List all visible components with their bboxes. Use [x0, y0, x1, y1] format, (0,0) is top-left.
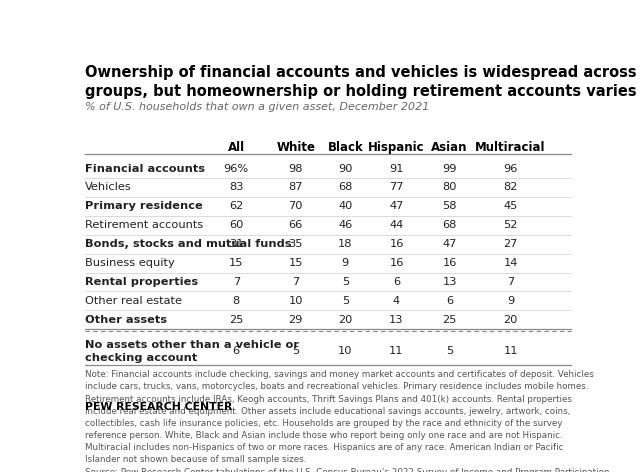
Text: Black: Black [328, 142, 364, 154]
Text: 11: 11 [389, 346, 404, 356]
Text: 87: 87 [289, 183, 303, 193]
Text: 40: 40 [338, 202, 353, 211]
Text: Bonds, stocks and mutual funds: Bonds, stocks and mutual funds [85, 239, 291, 249]
Text: 10: 10 [338, 346, 353, 356]
Text: Multiracial: Multiracial [476, 142, 546, 154]
Text: 29: 29 [289, 315, 303, 325]
Text: Retirement accounts: Retirement accounts [85, 220, 204, 230]
Text: 60: 60 [229, 220, 243, 230]
Text: 25: 25 [229, 315, 243, 325]
Text: 4: 4 [393, 296, 400, 306]
Text: 83: 83 [229, 183, 243, 193]
Text: Business equity: Business equity [85, 258, 175, 268]
Text: 6: 6 [393, 277, 400, 287]
Text: 96%: 96% [223, 164, 249, 174]
Text: 90: 90 [338, 164, 353, 174]
Text: 7: 7 [232, 277, 240, 287]
Text: 58: 58 [442, 202, 457, 211]
Text: All: All [228, 142, 245, 154]
Text: Other assets: Other assets [85, 315, 167, 325]
Text: 35: 35 [289, 239, 303, 249]
Text: 68: 68 [442, 220, 457, 230]
Text: Primary residence: Primary residence [85, 202, 203, 211]
Text: Hispanic: Hispanic [368, 142, 425, 154]
Text: 5: 5 [342, 296, 349, 306]
Text: Note: Financial accounts include checking, savings and money market accounts and: Note: Financial accounts include checkin… [85, 371, 609, 472]
Text: 44: 44 [389, 220, 404, 230]
Text: Financial accounts: Financial accounts [85, 164, 205, 174]
Text: 25: 25 [442, 315, 457, 325]
Text: 52: 52 [503, 220, 518, 230]
Text: Rental properties: Rental properties [85, 277, 198, 287]
Text: 10: 10 [289, 296, 303, 306]
Text: 9: 9 [507, 296, 514, 306]
Text: 20: 20 [503, 315, 518, 325]
Text: 11: 11 [503, 346, 518, 356]
Text: 5: 5 [292, 346, 300, 356]
Text: 99: 99 [442, 164, 457, 174]
Text: 91: 91 [389, 164, 404, 174]
Text: Asian: Asian [431, 142, 468, 154]
Text: 7: 7 [292, 277, 300, 287]
Text: 80: 80 [442, 183, 457, 193]
Text: 62: 62 [229, 202, 243, 211]
Text: 16: 16 [389, 239, 404, 249]
Text: 47: 47 [442, 239, 457, 249]
Text: 15: 15 [289, 258, 303, 268]
Text: Ownership of financial accounts and vehicles is widespread across racial and eth: Ownership of financial accounts and vehi… [85, 65, 640, 99]
Text: 14: 14 [503, 258, 518, 268]
Text: 16: 16 [389, 258, 404, 268]
Text: % of U.S. households that own a given asset, December 2021: % of U.S. households that own a given as… [85, 102, 429, 112]
Text: Vehicles: Vehicles [85, 183, 132, 193]
Text: 68: 68 [338, 183, 353, 193]
Text: 27: 27 [503, 239, 518, 249]
Text: 96: 96 [503, 164, 518, 174]
Text: 15: 15 [229, 258, 243, 268]
Text: 77: 77 [389, 183, 404, 193]
Text: 13: 13 [389, 315, 404, 325]
Text: 7: 7 [507, 277, 514, 287]
Text: White: White [276, 142, 316, 154]
Text: Other real estate: Other real estate [85, 296, 182, 306]
Text: 16: 16 [442, 258, 457, 268]
Text: 13: 13 [442, 277, 457, 287]
Text: No assets other than a vehicle or
checking account: No assets other than a vehicle or checki… [85, 340, 299, 363]
Text: 18: 18 [338, 239, 353, 249]
Text: 8: 8 [232, 296, 240, 306]
Text: 45: 45 [503, 202, 518, 211]
Text: 20: 20 [338, 315, 353, 325]
Text: 6: 6 [233, 346, 240, 356]
Text: 47: 47 [389, 202, 404, 211]
Text: PEW RESEARCH CENTER: PEW RESEARCH CENTER [85, 402, 232, 412]
Text: 46: 46 [338, 220, 353, 230]
Text: 66: 66 [289, 220, 303, 230]
Text: 82: 82 [503, 183, 518, 193]
Text: 70: 70 [289, 202, 303, 211]
Text: 5: 5 [446, 346, 453, 356]
Text: 9: 9 [342, 258, 349, 268]
Text: 98: 98 [289, 164, 303, 174]
Text: 6: 6 [446, 296, 453, 306]
Text: 5: 5 [342, 277, 349, 287]
Text: 31: 31 [229, 239, 243, 249]
